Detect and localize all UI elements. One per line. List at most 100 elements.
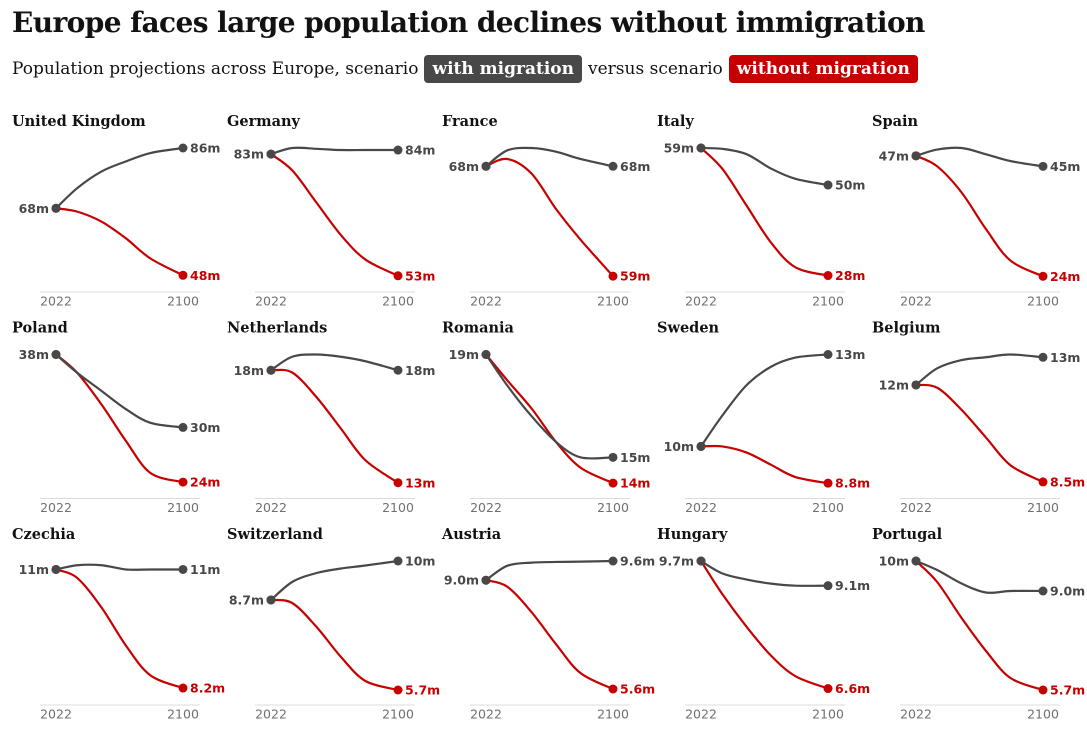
panel-title: Czechia	[12, 526, 76, 543]
series-line	[485, 353, 614, 485]
point	[696, 556, 706, 566]
value-label: 24m	[190, 475, 220, 490]
x-tick-label: 2100	[1027, 294, 1059, 309]
series-line	[700, 353, 829, 448]
series-line	[700, 146, 829, 187]
series-line	[55, 353, 184, 429]
point	[911, 380, 921, 390]
point	[51, 203, 61, 213]
point	[1038, 271, 1048, 281]
value-label: 28m	[835, 268, 865, 283]
x-tick-label: 2100	[167, 707, 199, 722]
value-label: 59m	[664, 141, 694, 156]
point	[51, 350, 61, 359]
value-label: 12m	[879, 377, 909, 392]
series-line	[915, 383, 1044, 483]
panel-title: Switzerland	[227, 526, 323, 543]
series-line	[55, 568, 184, 690]
series-line	[55, 563, 183, 571]
value-label: 53m	[405, 268, 435, 283]
x-tick-label: 2022	[900, 500, 932, 515]
value-label: 9.1m	[835, 578, 870, 593]
value-label: 18m	[234, 363, 264, 378]
panel: Portugal 2022 2100 5.7m 10m 9.0m	[872, 526, 1085, 722]
x-tick-label: 2100	[382, 294, 414, 309]
point	[823, 271, 833, 281]
series-line	[55, 146, 184, 210]
point	[481, 575, 491, 585]
series-line	[55, 353, 184, 484]
x-tick-label: 2022	[40, 294, 72, 309]
panel-title: Belgium	[872, 320, 941, 337]
point	[178, 477, 188, 487]
panel-title: Italy	[657, 113, 694, 130]
point	[178, 564, 188, 574]
value-label: 6.6m	[835, 681, 870, 696]
point	[1038, 586, 1048, 596]
value-label: 11m	[19, 562, 49, 577]
value-label: 68m	[620, 159, 650, 174]
header: Europe faces large population declines w…	[12, 6, 925, 83]
panel-title: Poland	[12, 320, 68, 337]
point	[608, 684, 618, 694]
value-label: 8.7m	[229, 593, 264, 608]
point	[911, 556, 921, 566]
series-line	[270, 598, 399, 692]
point	[266, 595, 276, 605]
series-line	[270, 146, 398, 156]
x-tick-label: 2100	[382, 707, 414, 722]
value-label: 45m	[1050, 159, 1080, 174]
value-label: 83m	[234, 147, 264, 162]
panel-title: France	[442, 113, 498, 130]
x-tick-label: 2022	[470, 707, 502, 722]
x-tick-label: 2100	[597, 707, 629, 722]
x-tick-label: 2022	[40, 707, 72, 722]
panel-title: Hungary	[657, 526, 728, 543]
series-line	[270, 153, 399, 277]
panel: Romania 2022 2100 14m 19m 15m	[442, 320, 650, 516]
panel: Sweden 2022 2100 8.8m 10m 13m	[657, 320, 870, 516]
x-tick-label: 2100	[812, 294, 844, 309]
panel: Spain 2022 2100 24m 47m 45m	[872, 113, 1080, 309]
value-label: 9.0m	[444, 573, 479, 588]
series-line	[915, 559, 1044, 594]
series-line	[485, 579, 614, 690]
value-label: 9.7m	[659, 554, 694, 569]
point	[911, 151, 921, 161]
value-label: 10m	[664, 439, 694, 454]
panel-title: Sweden	[657, 320, 720, 337]
point	[51, 564, 61, 574]
x-tick-label: 2100	[812, 500, 844, 515]
value-label: 10m	[405, 554, 435, 569]
value-label: 5.6m	[620, 682, 655, 697]
value-label: 15m	[620, 450, 650, 465]
series-line	[700, 444, 829, 485]
value-label: 68m	[449, 159, 479, 174]
panel-title: United Kingdom	[12, 113, 146, 130]
point	[1038, 161, 1048, 171]
value-label: 11m	[190, 562, 220, 577]
series-line	[700, 147, 829, 277]
x-tick-label: 2100	[597, 294, 629, 309]
point	[1038, 352, 1048, 362]
series-line	[700, 560, 829, 690]
series-line	[485, 559, 614, 582]
series-line	[55, 207, 184, 277]
panel: Austria 2022 2100 5.6m 9.0m 9.6m	[441, 526, 655, 722]
point	[823, 684, 833, 694]
point	[393, 478, 403, 488]
x-tick-label: 2022	[900, 707, 932, 722]
point	[178, 422, 188, 432]
point	[266, 149, 276, 159]
x-tick-label: 2100	[1027, 500, 1059, 515]
panel: Germany 2022 2100 53m 83m 84m	[227, 113, 435, 309]
value-label: 13m	[405, 475, 435, 490]
panel-title: Austria	[441, 526, 502, 543]
point	[608, 478, 618, 488]
point	[178, 270, 188, 280]
value-label: 9.0m	[1050, 584, 1085, 599]
series-line	[485, 146, 614, 168]
point	[266, 365, 276, 375]
point	[608, 556, 618, 566]
